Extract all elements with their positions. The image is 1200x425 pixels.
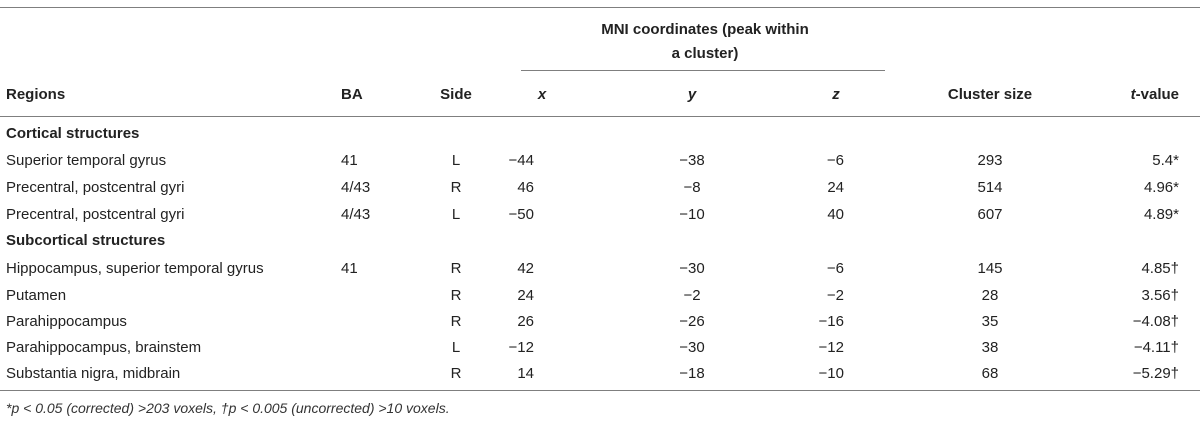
side-cell: R <box>450 287 462 304</box>
z-cell: −12 <box>818 339 844 356</box>
z-header: z <box>832 86 840 103</box>
x-header: x <box>537 86 547 103</box>
x-cell: −50 <box>508 206 534 223</box>
bottom-rule <box>0 390 1200 391</box>
mni-coordinates-header: MNI coordinates (peak within a cluster) <box>540 18 870 66</box>
cluster-cell: 607 <box>977 206 1003 223</box>
regions-header: Regions <box>6 86 66 103</box>
x-cell: 42 <box>517 260 534 277</box>
cluster-cell: 28 <box>981 287 999 304</box>
mni-title-line1: MNI coordinates (peak within <box>601 21 809 38</box>
x-cell: 46 <box>517 179 534 196</box>
z-cell: −6 <box>826 260 844 277</box>
side-cell: R <box>450 260 462 277</box>
region-cell: Parahippocampus, brainstem <box>6 339 202 356</box>
y-cell: −30 <box>679 339 705 356</box>
t-value-cell: 4.85† <box>1141 260 1179 277</box>
cluster-cell: 293 <box>977 152 1003 169</box>
t-value-cell: 5.4* <box>1152 152 1179 169</box>
side-cell: R <box>450 179 462 196</box>
t-value-cell: −4.08† <box>1132 313 1179 330</box>
z-cell: −10 <box>818 365 844 382</box>
cluster-cell: 35 <box>981 313 999 330</box>
region-cell: Substantia nigra, midbrain <box>6 365 181 382</box>
region-cell: Parahippocampus <box>6 313 127 330</box>
cluster-cell: 38 <box>981 339 999 356</box>
t-value-header: t-value <box>1080 86 1179 104</box>
cluster-cell: 68 <box>981 365 999 382</box>
y-cell: −8 <box>683 179 701 196</box>
y-cell: −30 <box>679 260 705 277</box>
x-cell: −12 <box>508 339 534 356</box>
side-cell: L <box>451 152 461 169</box>
t-value-header-t: t <box>1130 86 1136 103</box>
t-value-cell: −5.29† <box>1132 365 1179 382</box>
y-cell: −18 <box>679 365 705 382</box>
y-cell: −10 <box>679 206 705 223</box>
y-cell: −2 <box>683 287 701 304</box>
region-cell: Precentral, postcentral gyri <box>6 206 185 223</box>
ba-cell: 4/43 <box>341 179 371 196</box>
z-cell: 40 <box>827 206 844 223</box>
ba-cell: 41 <box>341 260 358 277</box>
t-value-cell: 4.96* <box>1143 179 1179 196</box>
side-header: Side <box>440 86 472 103</box>
x-cell: 26 <box>517 313 534 330</box>
x-cell: −44 <box>508 152 534 169</box>
y-cell: −26 <box>679 313 705 330</box>
section-title-cortical: Cortical structures <box>6 125 140 142</box>
side-cell: R <box>450 313 462 330</box>
x-cell: 24 <box>517 287 534 304</box>
region-cell: Hippocampus, superior temporal gyrus <box>6 260 264 277</box>
t-value-cell: 3.56† <box>1141 287 1179 304</box>
t-value-cell: −4.11† <box>1133 339 1179 356</box>
ba-cell: 4/43 <box>341 206 371 223</box>
side-cell: L <box>451 206 461 223</box>
t-value-header-rest: -value <box>1135 86 1179 103</box>
section-title-subcortical: Subcortical structures <box>6 232 166 249</box>
mni-rule <box>521 70 885 71</box>
header-rule <box>0 116 1200 117</box>
mni-title-line2: a cluster) <box>671 45 739 62</box>
z-cell: −16 <box>818 313 844 330</box>
z-cell: −2 <box>826 287 844 304</box>
ba-header: BA <box>341 86 363 103</box>
top-rule <box>0 7 1200 8</box>
side-cell: L <box>451 339 461 356</box>
cluster-cell: 145 <box>977 260 1003 277</box>
table-footnote: *p < 0.05 (corrected) >203 voxels, †p < … <box>6 400 450 416</box>
cluster-cell: 514 <box>977 179 1003 196</box>
side-cell: R <box>450 365 462 382</box>
t-value-cell: 4.89* <box>1143 206 1179 223</box>
region-cell: Putamen <box>6 287 67 304</box>
region-cell: Superior temporal gyrus <box>6 152 167 169</box>
y-header: y <box>687 86 697 103</box>
y-cell: −38 <box>679 152 705 169</box>
cluster-size-header: Cluster size <box>947 86 1033 103</box>
z-cell: −6 <box>826 152 844 169</box>
z-cell: 24 <box>827 179 844 196</box>
ba-cell: 41 <box>341 152 358 169</box>
x-cell: 14 <box>517 365 534 382</box>
region-cell: Precentral, postcentral gyri <box>6 179 185 196</box>
